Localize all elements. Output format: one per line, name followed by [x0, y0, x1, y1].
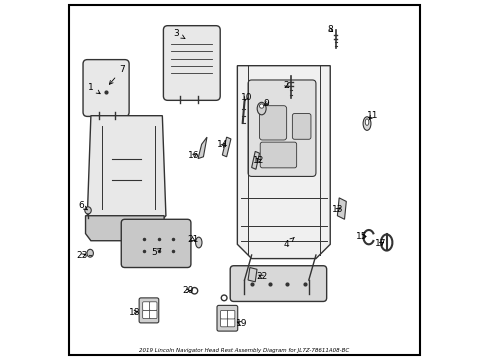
FancyBboxPatch shape: [217, 305, 237, 331]
Polygon shape: [247, 267, 257, 282]
Ellipse shape: [365, 119, 368, 125]
Polygon shape: [251, 152, 259, 169]
FancyBboxPatch shape: [220, 310, 227, 319]
FancyBboxPatch shape: [149, 302, 157, 310]
Text: 12: 12: [253, 156, 264, 165]
Polygon shape: [222, 137, 230, 157]
Ellipse shape: [84, 207, 91, 214]
Ellipse shape: [87, 249, 93, 257]
FancyBboxPatch shape: [259, 106, 286, 140]
FancyBboxPatch shape: [163, 26, 220, 100]
Text: 2: 2: [283, 81, 289, 90]
Polygon shape: [198, 137, 206, 158]
Polygon shape: [85, 216, 164, 241]
Polygon shape: [337, 198, 346, 219]
Text: 7: 7: [109, 65, 125, 84]
Text: 4: 4: [283, 237, 294, 249]
Polygon shape: [237, 66, 329, 258]
FancyBboxPatch shape: [121, 219, 190, 267]
Text: 2019 Lincoln Navigator Head Rest Assembly Diagram for JL7Z-78611A08-BC: 2019 Lincoln Navigator Head Rest Assembl…: [139, 348, 349, 353]
Text: 21: 21: [187, 235, 198, 244]
FancyBboxPatch shape: [227, 318, 234, 327]
FancyBboxPatch shape: [142, 310, 150, 319]
Text: 11: 11: [366, 111, 377, 120]
FancyBboxPatch shape: [142, 302, 150, 310]
FancyBboxPatch shape: [139, 298, 159, 323]
FancyBboxPatch shape: [247, 80, 315, 176]
FancyBboxPatch shape: [260, 142, 296, 168]
FancyBboxPatch shape: [220, 318, 227, 327]
FancyBboxPatch shape: [83, 60, 129, 116]
Text: 19: 19: [235, 319, 247, 328]
Text: 6: 6: [78, 201, 87, 210]
FancyBboxPatch shape: [230, 266, 326, 301]
Text: 3: 3: [173, 29, 184, 39]
FancyBboxPatch shape: [149, 310, 157, 319]
Text: 18: 18: [128, 308, 140, 317]
Text: 17: 17: [374, 239, 386, 248]
Text: 15: 15: [355, 232, 366, 241]
Ellipse shape: [363, 117, 370, 130]
Text: 22: 22: [256, 272, 267, 281]
Polygon shape: [87, 116, 165, 223]
Ellipse shape: [195, 237, 202, 248]
FancyBboxPatch shape: [292, 113, 310, 139]
Text: 9: 9: [263, 99, 268, 108]
Text: 10: 10: [240, 93, 251, 102]
FancyBboxPatch shape: [227, 310, 234, 319]
Text: 13: 13: [332, 205, 343, 214]
Text: 1: 1: [88, 83, 100, 94]
Text: 20: 20: [182, 286, 193, 295]
Ellipse shape: [259, 104, 263, 108]
Text: 16: 16: [188, 151, 199, 160]
Text: 8: 8: [326, 26, 332, 35]
Text: 14: 14: [217, 140, 228, 149]
Ellipse shape: [257, 102, 265, 115]
Text: 23: 23: [76, 251, 87, 260]
Text: 5: 5: [151, 248, 161, 257]
FancyBboxPatch shape: [69, 5, 419, 355]
